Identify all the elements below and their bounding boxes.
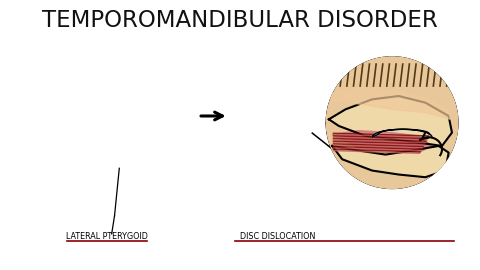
Polygon shape — [331, 88, 451, 119]
Polygon shape — [244, 123, 253, 136]
FancyBboxPatch shape — [252, 150, 255, 157]
FancyBboxPatch shape — [270, 141, 274, 149]
Text: DISC DISLOCATION: DISC DISLOCATION — [240, 232, 316, 241]
Ellipse shape — [302, 122, 312, 129]
FancyBboxPatch shape — [95, 150, 99, 157]
FancyBboxPatch shape — [256, 141, 260, 149]
Polygon shape — [69, 123, 78, 136]
FancyBboxPatch shape — [72, 141, 76, 149]
Ellipse shape — [237, 72, 342, 160]
Polygon shape — [120, 120, 124, 132]
Circle shape — [302, 121, 315, 134]
Polygon shape — [281, 88, 310, 124]
Circle shape — [325, 56, 458, 189]
FancyBboxPatch shape — [279, 141, 284, 149]
FancyBboxPatch shape — [252, 141, 255, 149]
Polygon shape — [143, 123, 163, 134]
Polygon shape — [242, 150, 298, 166]
FancyBboxPatch shape — [261, 150, 265, 157]
Polygon shape — [283, 132, 307, 164]
FancyBboxPatch shape — [275, 150, 279, 157]
Polygon shape — [329, 96, 452, 146]
Polygon shape — [86, 77, 143, 132]
Text: LATERAL PTERYGOID: LATERAL PTERYGOID — [66, 232, 148, 241]
Circle shape — [299, 118, 319, 137]
Circle shape — [296, 114, 322, 140]
FancyBboxPatch shape — [114, 141, 118, 149]
Ellipse shape — [128, 122, 137, 129]
Polygon shape — [286, 139, 301, 152]
FancyBboxPatch shape — [91, 150, 95, 157]
Polygon shape — [294, 120, 299, 132]
FancyBboxPatch shape — [265, 150, 270, 157]
Polygon shape — [119, 128, 131, 156]
FancyBboxPatch shape — [270, 150, 274, 157]
Ellipse shape — [313, 123, 331, 134]
FancyBboxPatch shape — [256, 150, 260, 157]
FancyBboxPatch shape — [86, 141, 90, 149]
Polygon shape — [332, 131, 432, 153]
Polygon shape — [110, 139, 127, 152]
FancyBboxPatch shape — [81, 141, 85, 149]
FancyBboxPatch shape — [81, 150, 85, 157]
FancyBboxPatch shape — [279, 150, 284, 157]
FancyBboxPatch shape — [275, 141, 279, 149]
Circle shape — [305, 123, 313, 131]
Ellipse shape — [71, 102, 94, 118]
Polygon shape — [261, 77, 318, 132]
FancyBboxPatch shape — [265, 141, 270, 149]
FancyBboxPatch shape — [86, 150, 90, 157]
Polygon shape — [372, 129, 432, 137]
Polygon shape — [240, 108, 269, 160]
Ellipse shape — [290, 144, 297, 149]
FancyBboxPatch shape — [109, 141, 113, 149]
FancyBboxPatch shape — [95, 141, 99, 149]
Polygon shape — [68, 150, 122, 166]
FancyBboxPatch shape — [100, 150, 104, 157]
FancyBboxPatch shape — [76, 150, 81, 157]
Polygon shape — [242, 139, 296, 150]
FancyBboxPatch shape — [105, 141, 108, 149]
Text: TEMPOROMANDIBULAR DISORDER: TEMPOROMANDIBULAR DISORDER — [42, 9, 438, 32]
FancyBboxPatch shape — [284, 141, 288, 149]
Ellipse shape — [138, 123, 156, 134]
Polygon shape — [107, 88, 135, 124]
Polygon shape — [293, 128, 306, 156]
Ellipse shape — [62, 72, 167, 160]
FancyBboxPatch shape — [247, 141, 251, 149]
Ellipse shape — [115, 144, 122, 149]
FancyBboxPatch shape — [100, 141, 104, 149]
FancyBboxPatch shape — [91, 141, 95, 149]
Polygon shape — [332, 146, 449, 177]
FancyBboxPatch shape — [289, 141, 293, 149]
FancyBboxPatch shape — [109, 150, 113, 157]
FancyBboxPatch shape — [284, 150, 288, 157]
Ellipse shape — [246, 102, 268, 118]
Polygon shape — [64, 108, 95, 160]
FancyBboxPatch shape — [114, 150, 118, 157]
FancyBboxPatch shape — [105, 150, 108, 157]
Circle shape — [323, 53, 461, 192]
Polygon shape — [318, 123, 338, 134]
FancyBboxPatch shape — [76, 141, 81, 149]
FancyBboxPatch shape — [261, 141, 265, 149]
FancyBboxPatch shape — [289, 150, 293, 157]
Polygon shape — [68, 139, 121, 150]
Polygon shape — [108, 132, 132, 164]
